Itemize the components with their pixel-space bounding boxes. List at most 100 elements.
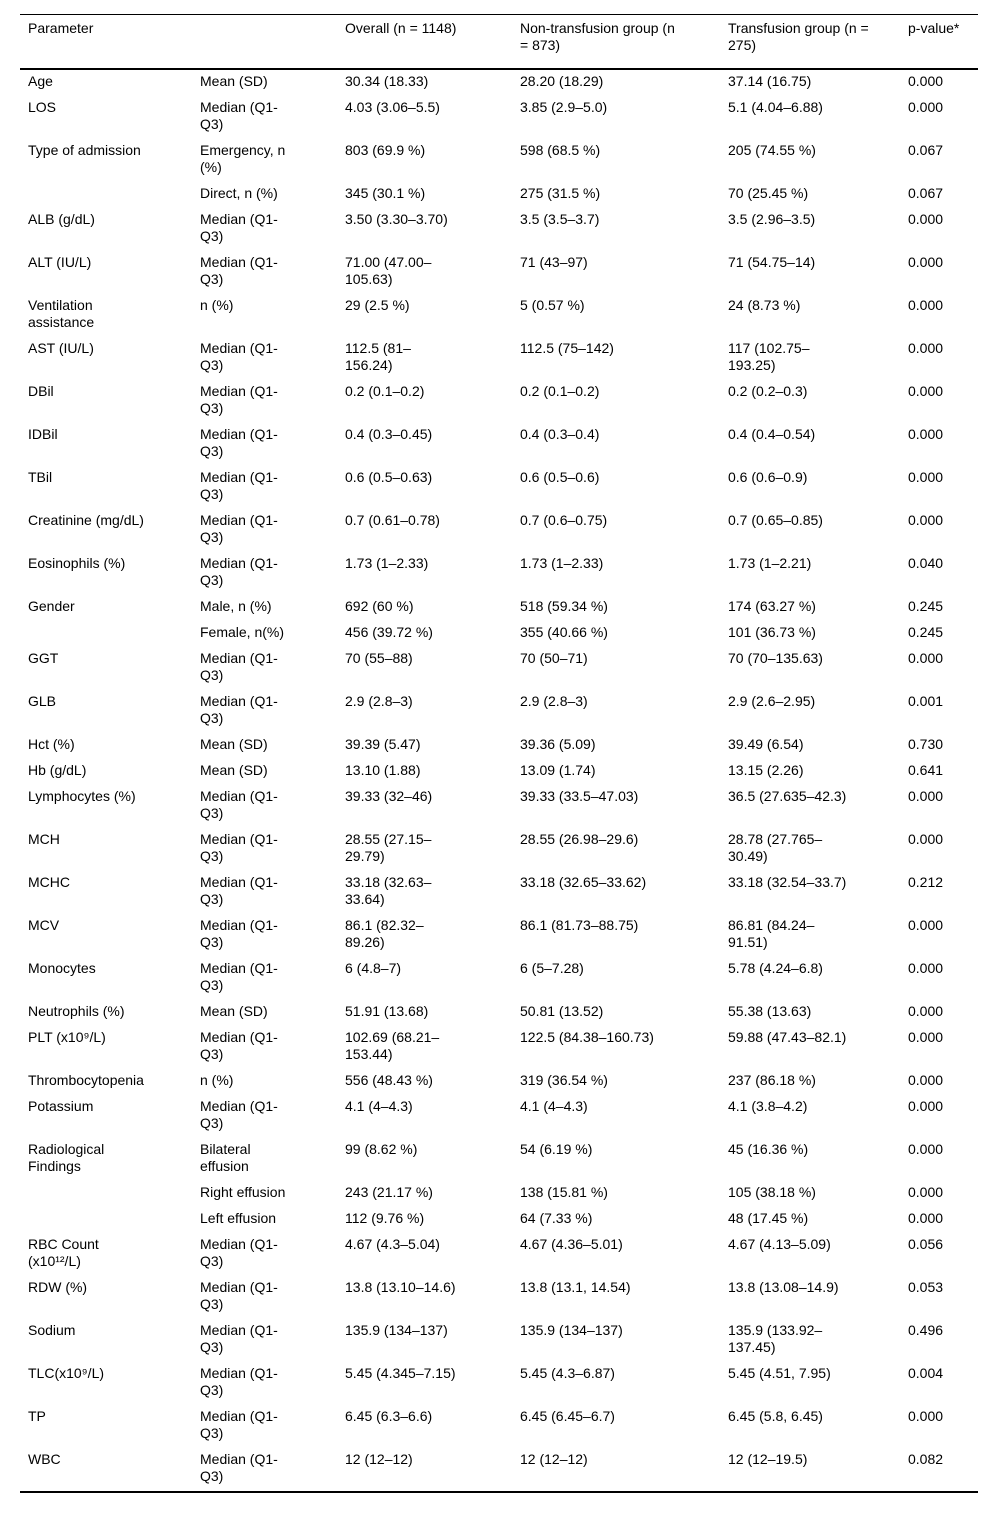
cell-p-value: 0.641 [908,762,944,778]
cell-p-value: 0.001 [908,693,944,709]
cell-overall: 30.34 (18.33) [345,73,429,89]
cell-overall: 6.45 (6.3–6.6) [345,1408,433,1424]
cell-non-transfusion: 12 (12–12) [520,1451,588,1467]
cell-transfusion: 13.8 (13.08–14.9) [728,1279,839,1295]
cell-statistic: Median (Q1- Q3) [200,917,278,950]
cell-non-transfusion: 122.5 (84.38–160.73) [520,1029,654,1045]
col-header-parameter: Parameter [20,14,200,70]
cell-non-transfusion: 13.09 (1.74) [520,762,596,778]
cell-parameter: MCHC [28,874,70,890]
cell-transfusion: 36.5 (27.635–42.3) [728,788,847,804]
table-row: WBC Median (Q1- Q3) 12 (12–12) 12 (12–12… [20,1448,978,1492]
table-body: Age Mean (SD) 30.34 (18.33) 28.20 (18.29… [20,69,978,1492]
cell-p-value: 0.000 [908,254,944,270]
cell-overall: 4.67 (4.3–5.04) [345,1236,440,1252]
cell-p-value: 0.004 [908,1365,944,1381]
cell-transfusion: 37.14 (16.75) [728,73,812,89]
table-row: Eosinophils (%) Median (Q1- Q3) 1.73 (1–… [20,552,978,595]
cell-overall: 13.10 (1.88) [345,762,421,778]
table-row: Hct (%) Mean (SD) 39.39 (5.47) 39.36 (5.… [20,733,978,759]
cell-non-transfusion: 70 (50–71) [520,650,588,666]
cell-transfusion: 3.5 (2.96–3.5) [728,211,816,227]
cell-statistic: Median (Q1- Q3) [200,340,278,373]
table-row: TBil Median (Q1- Q3) 0.6 (0.5–0.63) 0.6 … [20,466,978,509]
table-row: Potassium Median (Q1- Q3) 4.1 (4–4.3) 4.… [20,1095,978,1138]
cell-parameter: Gender [28,598,75,614]
cell-non-transfusion: 3.5 (3.5–3.7) [520,211,600,227]
cell-transfusion: 0.7 (0.65–0.85) [728,512,823,528]
cell-non-transfusion: 3.85 (2.9–5.0) [520,99,608,115]
cell-statistic: Median (Q1- Q3) [200,1451,278,1484]
cell-p-value: 0.000 [908,1003,944,1019]
cell-non-transfusion: 138 (15.81 %) [520,1184,608,1200]
cell-transfusion: 174 (63.27 %) [728,598,816,614]
cell-transfusion: 4.67 (4.13–5.09) [728,1236,831,1252]
cell-non-transfusion: 4.67 (4.36–5.01) [520,1236,623,1252]
cell-overall: 39.39 (5.47) [345,736,421,752]
cell-non-transfusion: 39.36 (5.09) [520,736,596,752]
cell-parameter: AST (IU/L) [28,340,94,356]
cell-p-value: 0.000 [908,1098,944,1114]
table-row: Age Mean (SD) 30.34 (18.33) 28.20 (18.29… [20,69,978,96]
cell-parameter: TLC(x10⁹/L) [28,1365,105,1381]
cell-statistic: Median (Q1- Q3) [200,254,278,287]
cell-transfusion: 0.6 (0.6–0.9) [728,469,808,485]
table-row: TLC(x10⁹/L) Median (Q1- Q3) 5.45 (4.345–… [20,1362,978,1405]
table-header: Parameter Overall (n = 1148) Non-transfu… [20,14,978,70]
cell-transfusion: 2.9 (2.6–2.95) [728,693,816,709]
cell-non-transfusion: 6.45 (6.45–6.7) [520,1408,615,1424]
cell-parameter [20,1207,200,1233]
cell-parameter: Radiological Findings [28,1141,105,1174]
cell-transfusion: 71 (54.75–14) [728,254,816,270]
cell-overall: 456 (39.72 %) [345,624,433,640]
cell-transfusion: 55.38 (13.63) [728,1003,812,1019]
cell-statistic: n (%) [200,1072,234,1088]
cell-parameter: Potassium [28,1098,94,1114]
table-row: TP Median (Q1- Q3) 6.45 (6.3–6.6) 6.45 (… [20,1405,978,1448]
cell-statistic: Emergency, n (%) [200,142,286,175]
cell-overall: 803 (69.9 %) [345,142,426,158]
cell-p-value: 0.067 [908,185,944,201]
cell-p-value: 0.000 [908,73,944,89]
cell-overall: 102.69 (68.21– 153.44) [345,1029,440,1062]
cell-transfusion: 5.45 (4.51, 7.95) [728,1365,831,1381]
cell-parameter: Thrombocytopenia [28,1072,144,1088]
cell-parameter: RBC Count (x10¹²/L) [28,1236,99,1269]
table-row: Female, n(%) 456 (39.72 %) 355 (40.66 %)… [20,621,978,647]
cell-parameter: Lymphocytes (%) [28,788,136,804]
cell-non-transfusion: 64 (7.33 %) [520,1210,593,1226]
cell-statistic: Median (Q1- Q3) [200,383,278,416]
cell-non-transfusion: 355 (40.66 %) [520,624,608,640]
cell-statistic: Median (Q1- Q3) [200,1098,278,1131]
cell-p-value: 0.056 [908,1236,944,1252]
cell-transfusion: 5.1 (4.04–6.88) [728,99,823,115]
cell-parameter [20,621,200,647]
cell-p-value: 0.067 [908,142,944,158]
cell-statistic: Median (Q1- Q3) [200,426,278,459]
cell-transfusion: 48 (17.45 %) [728,1210,809,1226]
cell-parameter: GLB [28,693,57,709]
cell-transfusion: 117 (102.75– 193.25) [728,340,810,373]
cell-statistic: Median (Q1- Q3) [200,960,278,993]
cell-parameter: Creatinine (mg/dL) [28,512,144,528]
cell-non-transfusion: 28.55 (26.98–29.6) [520,831,639,847]
table-row: Lymphocytes (%) Median (Q1- Q3) 39.33 (3… [20,785,978,828]
cell-p-value: 0.000 [908,1072,944,1088]
table-row: ALT (IU/L) Median (Q1- Q3) 71.00 (47.00–… [20,251,978,294]
cell-parameter [20,1181,200,1207]
cell-parameter: Hb (g/dL) [28,762,87,778]
cell-overall: 1.73 (1–2.33) [345,555,429,571]
cell-overall: 28.55 (27.15– 29.79) [345,831,432,864]
cell-p-value: 0.000 [908,297,944,313]
cell-statistic: Median (Q1- Q3) [200,874,278,907]
cell-p-value: 0.000 [908,99,944,115]
cell-overall: 112 (9.76 %) [345,1210,425,1226]
table-row: GGT Median (Q1- Q3) 70 (55–88) 70 (50–71… [20,647,978,690]
cell-transfusion: 70 (25.45 %) [728,185,809,201]
cell-overall: 2.9 (2.8–3) [345,693,413,709]
cell-statistic: Male, n (%) [200,598,272,614]
cell-non-transfusion: 4.1 (4–4.3) [520,1098,588,1114]
cell-parameter: PLT (x10⁹/L) [28,1029,106,1045]
cell-overall: 0.2 (0.1–0.2) [345,383,425,399]
cell-transfusion: 0.2 (0.2–0.3) [728,383,808,399]
